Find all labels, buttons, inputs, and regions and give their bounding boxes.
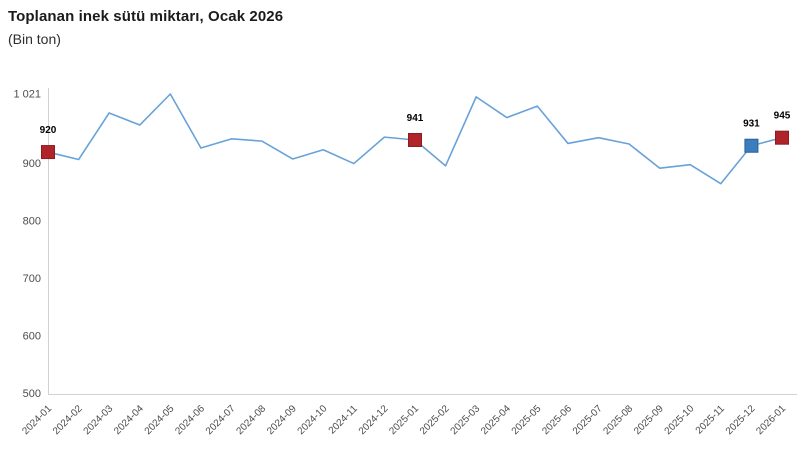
x-axis-tick-label: 2025-01: [387, 403, 421, 437]
x-axis-tick-label: 2024-12: [357, 403, 391, 437]
data-point-value-label: 945: [774, 111, 791, 122]
data-point-value-label: 941: [407, 113, 424, 124]
x-axis-tick-label: 2024-11: [327, 403, 361, 437]
x-axis-tick-label: 2024-01: [20, 403, 54, 437]
data-point-marker-2024-01[interactable]: [41, 145, 55, 160]
x-axis-tick-label: 2024-04: [112, 403, 146, 437]
x-axis-tick-label: 2025-11: [694, 403, 728, 437]
x-axis-tick-label: 2025-12: [724, 403, 758, 437]
chart-title: Toplanan inek sütü miktarı, Ocak 2026: [8, 8, 284, 25]
x-axis-tick-label: 2024-05: [143, 403, 177, 437]
y-axis-tick-label: 1 021: [13, 89, 41, 101]
x-axis-tick-label: 2024-03: [82, 403, 116, 437]
x-axis-tick-label: 2026-01: [754, 403, 788, 437]
x-axis-tick-label: 2024-09: [265, 403, 299, 437]
data-point-marker-2025-01[interactable]: [408, 132, 422, 147]
x-axis-tick-label: 2025-02: [418, 403, 452, 437]
x-axis-tick-label: 2024-10: [296, 403, 330, 437]
x-axis-tick-label: 2025-03: [449, 403, 483, 437]
x-axis-tick-label: 2025-06: [540, 403, 574, 437]
x-axis-tick-label: 2024-02: [51, 403, 85, 437]
x-axis-tick-label: 2025-05: [510, 403, 544, 437]
x-axis-tick-label: 2024-08: [234, 403, 268, 437]
x-axis-tick-label: 2025-09: [632, 403, 666, 437]
x-axis-tick-label: 2024-07: [204, 403, 238, 437]
x-axis-tick-label: 2025-07: [571, 403, 605, 437]
y-axis-tick-label: 800: [23, 216, 41, 228]
y-axis-tick-label: 900: [23, 158, 41, 170]
y-axis-tick-label: 700: [23, 273, 41, 285]
y-axis-tick-label: 600: [23, 331, 41, 343]
x-axis-tick-label: 2024-06: [173, 403, 207, 437]
data-point-marker-2025-12[interactable]: [744, 138, 759, 153]
x-axis-tick-label: 2025-10: [663, 403, 697, 437]
data-point-value-label: 931: [743, 119, 760, 130]
data-point-value-label: 920: [40, 125, 57, 136]
data-point-marker-2026-01[interactable]: [775, 130, 789, 145]
chart-subtitle: (Bin ton): [8, 31, 61, 47]
x-axis-tick-label: 2025-04: [479, 403, 513, 437]
y-axis-tick-label: 500: [23, 388, 41, 400]
x-axis-tick-label: 2025-08: [601, 403, 635, 437]
